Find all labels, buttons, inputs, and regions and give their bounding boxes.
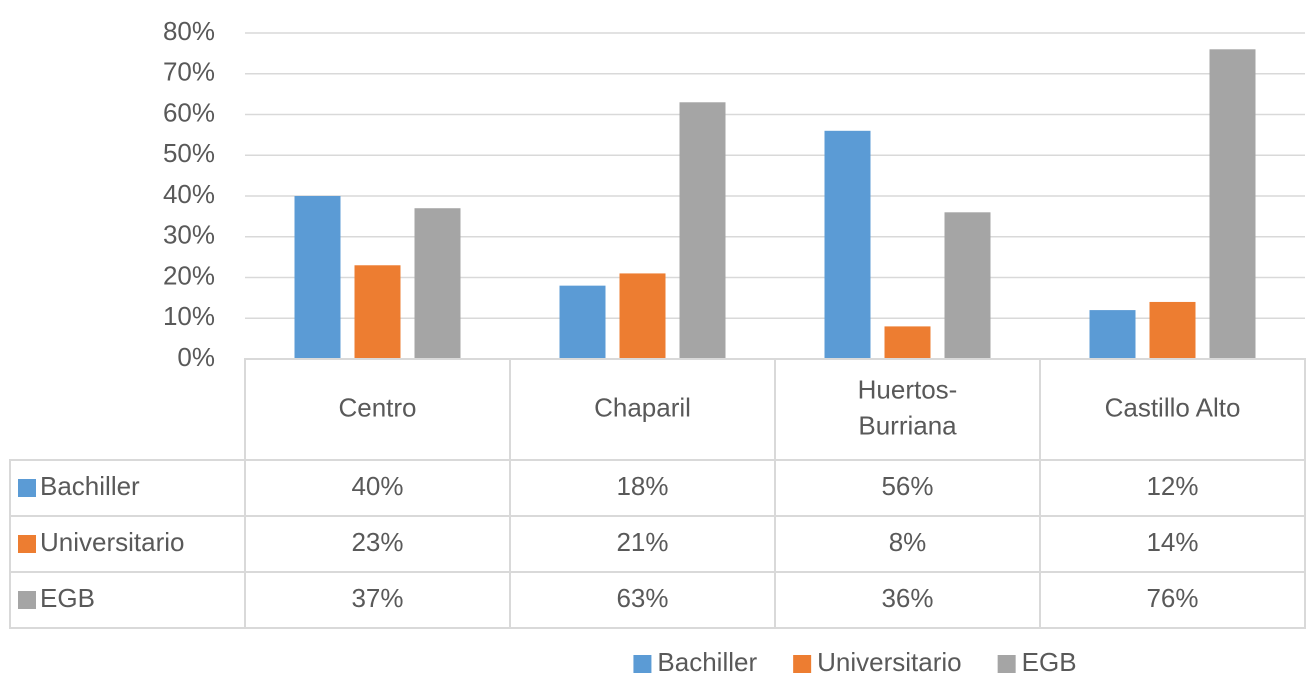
bar bbox=[619, 273, 666, 359]
category-label: Huertos-Burriana bbox=[858, 374, 958, 440]
legend-label: Universitario bbox=[40, 527, 185, 557]
bar bbox=[559, 285, 606, 359]
bar bbox=[1209, 49, 1256, 360]
y-tick-label: 20% bbox=[163, 260, 215, 290]
bar bbox=[294, 196, 341, 359]
legend-label: Universitario bbox=[817, 647, 962, 677]
data-label: 18% bbox=[616, 471, 668, 501]
data-label: 56% bbox=[881, 471, 933, 501]
data-label: 37% bbox=[351, 583, 403, 613]
legend-swatch bbox=[793, 655, 812, 673]
legend-label: EGB bbox=[1022, 647, 1077, 677]
y-tick-label: 50% bbox=[163, 138, 215, 168]
y-tick-label: 40% bbox=[163, 179, 215, 209]
bar bbox=[884, 326, 931, 359]
legend-label: Bachiller bbox=[657, 647, 757, 677]
legend-swatch bbox=[18, 591, 36, 609]
bar bbox=[679, 102, 726, 360]
legend-swatch bbox=[18, 479, 36, 497]
data-label: 23% bbox=[351, 527, 403, 557]
bar bbox=[414, 208, 461, 359]
legend-label: Bachiller bbox=[40, 471, 140, 501]
data-label: 21% bbox=[616, 527, 668, 557]
bar bbox=[354, 265, 401, 359]
bar bbox=[944, 212, 991, 359]
data-label: 14% bbox=[1146, 527, 1198, 557]
data-label: 76% bbox=[1146, 583, 1198, 613]
legend-swatch bbox=[997, 655, 1016, 673]
data-label: 36% bbox=[881, 583, 933, 613]
legend-swatch bbox=[18, 535, 36, 553]
category-label: Chaparil bbox=[594, 392, 691, 422]
legend-label: EGB bbox=[40, 583, 95, 613]
data-label: 8% bbox=[889, 527, 927, 557]
data-label: 12% bbox=[1146, 471, 1198, 501]
y-tick-label: 30% bbox=[163, 220, 215, 250]
bar bbox=[1089, 310, 1136, 359]
data-label: 63% bbox=[616, 583, 668, 613]
y-tick-label: 60% bbox=[163, 97, 215, 127]
category-label: Castillo Alto bbox=[1105, 392, 1241, 422]
y-tick-label: 0% bbox=[177, 342, 215, 372]
y-tick-label: 10% bbox=[163, 301, 215, 331]
legend-swatch bbox=[633, 655, 652, 673]
y-tick-label: 80% bbox=[163, 16, 215, 46]
bar bbox=[824, 130, 871, 359]
bar bbox=[1149, 301, 1196, 359]
table-cell bbox=[1039, 571, 1306, 629]
data-label: 40% bbox=[351, 471, 403, 501]
category-label: Centro bbox=[338, 392, 416, 422]
y-tick-label: 70% bbox=[163, 57, 215, 87]
